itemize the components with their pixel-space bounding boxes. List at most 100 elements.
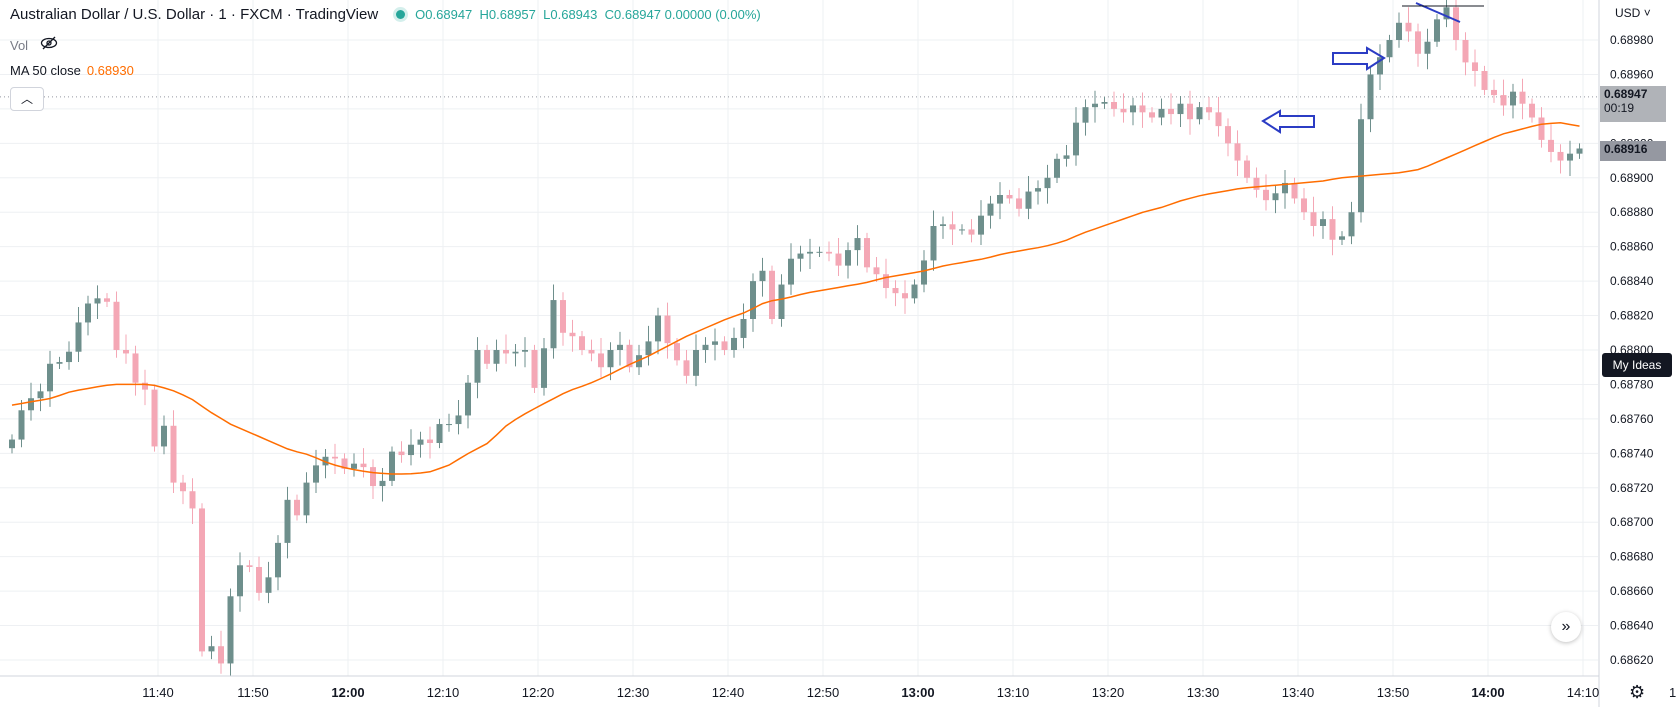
candle-body	[237, 565, 243, 597]
candle-body	[398, 451, 405, 456]
candle-body	[512, 351, 519, 354]
candle-body	[1510, 91, 1516, 106]
candle-body	[1358, 119, 1364, 213]
candle-body	[607, 350, 614, 368]
price-tick-label: 0.68680	[1610, 550, 1654, 564]
time-tick-label: 12:30	[617, 685, 650, 700]
candle-body	[18, 410, 25, 440]
price-axis: 0.689800.689600.689400.689200.689000.688…	[1598, 0, 1654, 707]
candle-body	[636, 355, 642, 368]
candle-body	[712, 341, 718, 345]
candle-body	[1035, 188, 1041, 192]
candle-body	[826, 251, 832, 254]
symbol-title[interactable]: Australian Dollar / U.S. Dollar · 1 · FX…	[10, 6, 379, 23]
candle-body	[208, 646, 215, 652]
candle-body	[1234, 143, 1241, 161]
price-tick-label: 0.68880	[1610, 205, 1654, 219]
candle-body	[550, 300, 557, 349]
candle-body	[484, 350, 490, 364]
volume-legend[interactable]: Vol	[10, 36, 58, 53]
candle-body	[1139, 105, 1146, 113]
candle-body	[123, 350, 129, 354]
price-tick-label: 0.68960	[1610, 67, 1654, 81]
candle-body	[199, 508, 205, 652]
scroll-to-realtime-button[interactable]: »	[1551, 612, 1581, 642]
bar-countdown: 00:19	[1604, 101, 1635, 115]
candle-body	[142, 382, 148, 390]
change-value: 0.00000 (0.00%)	[664, 7, 761, 22]
candle-body	[959, 229, 965, 231]
candle-body	[1567, 153, 1573, 161]
candle-body	[189, 491, 196, 509]
currency-selector[interactable]: USD ˅	[1615, 6, 1651, 20]
candle-body	[1500, 95, 1507, 106]
candle-body	[1225, 126, 1231, 144]
candle-body	[845, 250, 851, 266]
candle-body	[303, 482, 310, 516]
candle-body	[1339, 236, 1345, 240]
collapse-legend-button[interactable]: ︿	[10, 87, 44, 111]
candle-body	[1529, 103, 1535, 118]
last-price-value: 0.68947	[1604, 87, 1648, 101]
candle-body	[1557, 151, 1564, 161]
candle-body	[997, 195, 1003, 204]
candle-body	[531, 350, 538, 388]
time-tick-label: 13:50	[1377, 685, 1410, 700]
time-tick-label: 12:20	[522, 685, 555, 700]
ma-legend[interactable]: MA 50 close 0.68930	[10, 63, 134, 78]
candle-body	[1101, 102, 1108, 104]
close-value: C0.68947	[604, 7, 661, 22]
candle-body	[949, 224, 956, 230]
candle-body	[1396, 22, 1402, 40]
candle-body	[1576, 148, 1583, 154]
candle-body	[987, 203, 994, 216]
candle-body	[892, 288, 899, 294]
candle-body	[1044, 177, 1051, 189]
settings-gear-icon[interactable]: ⚙	[1629, 682, 1646, 702]
candle-body	[1187, 103, 1193, 120]
candle-body	[750, 281, 756, 319]
double-chevron-right-icon: »	[1561, 618, 1571, 635]
time-tick-label: 14:10	[1567, 685, 1600, 700]
candle-body	[341, 458, 348, 469]
candle-body	[1453, 7, 1459, 40]
candle-body	[180, 482, 186, 492]
candle-body	[645, 341, 652, 356]
price-tick-label: 0.68640	[1610, 619, 1654, 633]
time-tick-label: 11:50	[237, 685, 269, 700]
candle-body	[1263, 189, 1269, 201]
time-axis: 11:40 11:50 12:00 12:10 12:20 12:30 12:40 12:50…	[0, 675, 1676, 700]
candle-body	[522, 350, 528, 352]
market-status-icon	[396, 10, 406, 20]
candle-body	[978, 215, 984, 235]
candle-body	[816, 251, 823, 253]
candle-body	[940, 224, 946, 226]
time-tick-label: 12:00	[331, 685, 364, 700]
time-tick-label: 14:00	[1471, 685, 1504, 700]
my-ideas-button[interactable]: My Ideas	[1602, 353, 1672, 377]
candle-body	[455, 415, 462, 425]
candle-body	[379, 480, 386, 487]
time-tick-label: 13:40	[1282, 685, 1315, 700]
candle-body	[721, 341, 728, 350]
candle-body	[1120, 108, 1127, 113]
ma-label: MA 50 close	[10, 63, 81, 78]
candle-body	[1462, 40, 1469, 63]
price-tick-label: 0.68660	[1610, 584, 1654, 598]
candle-body	[360, 463, 367, 468]
eye-hidden-icon[interactable]	[40, 36, 58, 53]
candle-body	[1301, 198, 1307, 213]
candle-body	[1016, 198, 1022, 209]
candle-body	[1491, 89, 1497, 96]
symbol-legend: Australian Dollar / U.S. Dollar · 1 · FX…	[10, 6, 761, 23]
open-value: O0.68947	[415, 7, 473, 22]
candle-body	[902, 293, 908, 299]
candle-body	[493, 350, 500, 364]
candle-body	[1063, 155, 1070, 159]
candle-body	[28, 398, 34, 411]
candle-body	[1272, 193, 1279, 201]
time-tick-label: 12:10	[427, 685, 460, 700]
time-tick-label: 13:30	[1187, 685, 1220, 700]
candle-body	[1149, 112, 1155, 118]
